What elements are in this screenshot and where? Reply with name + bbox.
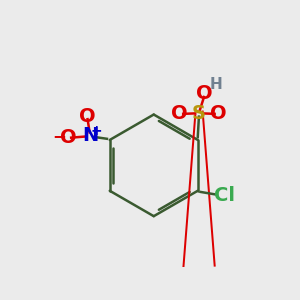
Text: O: O bbox=[196, 84, 213, 103]
Text: N: N bbox=[82, 126, 98, 145]
Text: S: S bbox=[192, 104, 206, 123]
Text: O: O bbox=[60, 128, 76, 147]
Text: H: H bbox=[210, 77, 223, 92]
Text: −: − bbox=[52, 128, 66, 146]
Text: O: O bbox=[210, 104, 226, 123]
Text: O: O bbox=[79, 107, 96, 126]
Text: +: + bbox=[91, 124, 102, 138]
Text: Cl: Cl bbox=[214, 186, 235, 205]
Text: O: O bbox=[171, 104, 188, 123]
